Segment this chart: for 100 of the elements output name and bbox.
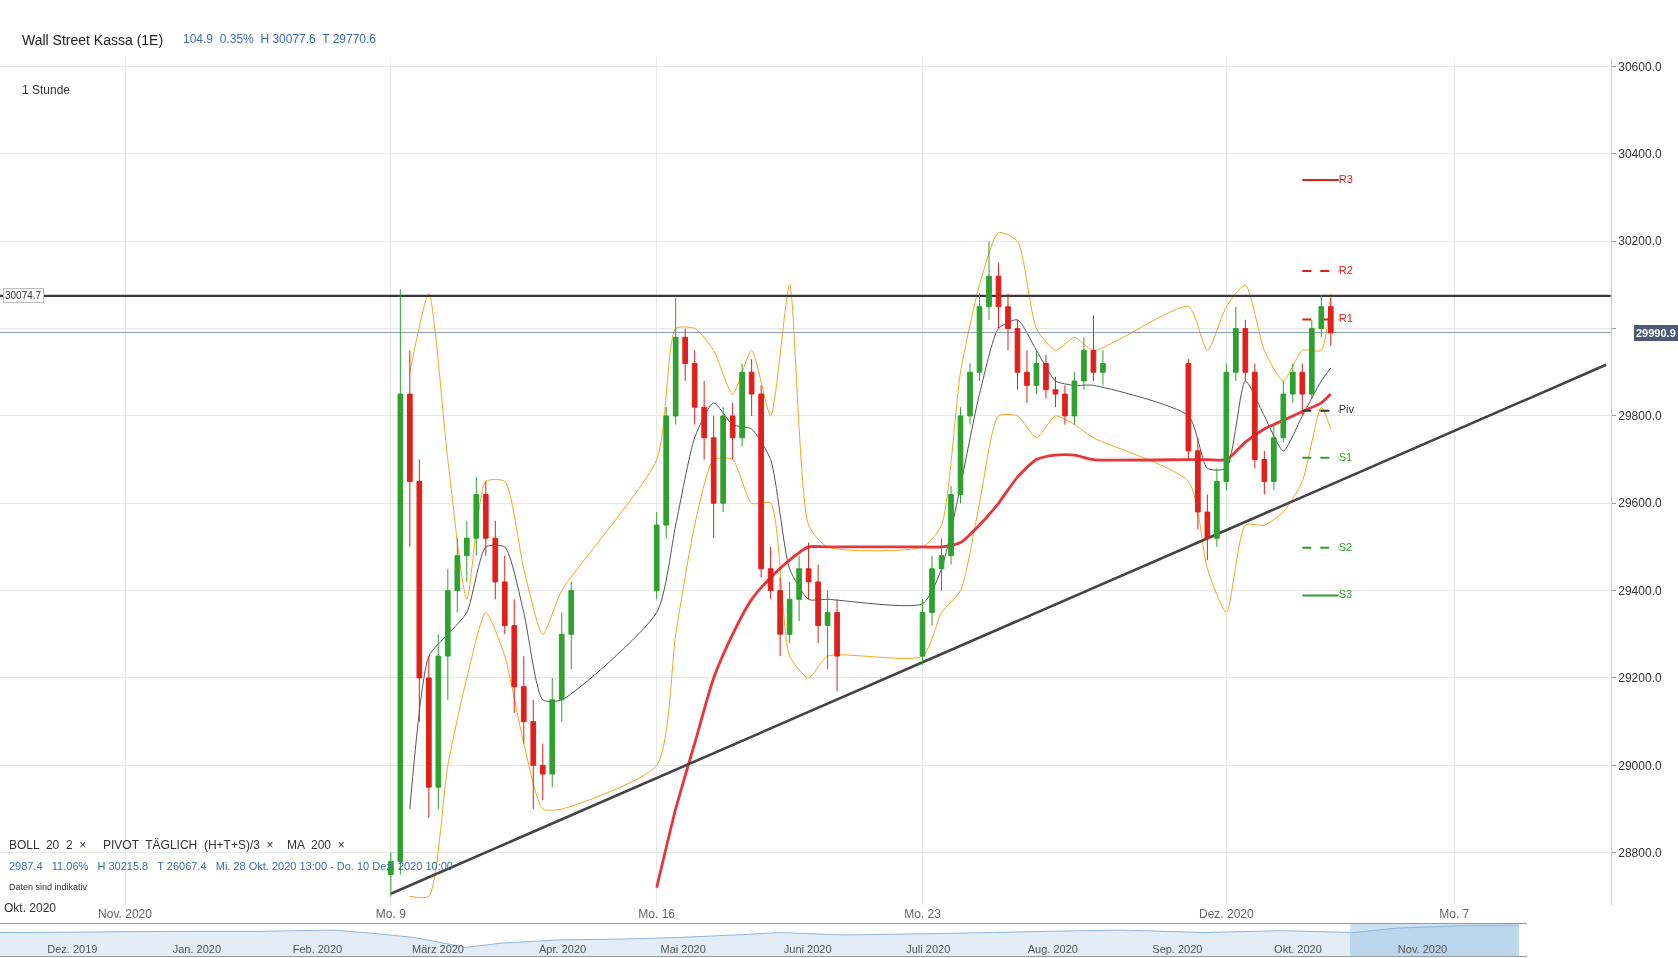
candlestick <box>407 349 413 548</box>
series-label: R2 <box>1338 263 1353 276</box>
ref-line-label: 30074.7 <box>5 290 42 301</box>
y-tick-label: 29000.0 <box>1618 758 1662 773</box>
y-tick-label: 29600.0 <box>1618 496 1662 511</box>
candlestick <box>1299 363 1306 417</box>
candlestick <box>796 555 802 622</box>
candlestick <box>672 297 679 426</box>
candlestick <box>520 655 527 744</box>
candlestick <box>482 480 489 557</box>
candlestick <box>492 520 499 600</box>
annotation: PIVOT TÄGLICH (H+T+S)/3 × <box>103 838 274 852</box>
y-tick-label: 30200.0 <box>1618 234 1662 249</box>
candlestick <box>1195 437 1201 530</box>
candlestick <box>1014 319 1021 391</box>
candlestick <box>539 742 546 801</box>
x-tick-label: Sep. 2020 <box>1152 943 1203 955</box>
candlestick <box>948 485 954 565</box>
candlestick <box>1252 363 1258 469</box>
candlestick <box>739 363 745 447</box>
series-label: R3 <box>1338 172 1353 185</box>
series-label: S3 <box>1338 588 1353 601</box>
candlestick <box>530 699 537 810</box>
candlestick <box>511 598 518 714</box>
candlestick <box>1214 467 1220 548</box>
x-tick-label: Mo. 16 <box>638 907 676 922</box>
candlestick <box>1223 363 1230 491</box>
candlestick <box>473 476 480 557</box>
line-series <box>409 319 1332 810</box>
y-tick-label: 29800.0 <box>1618 409 1662 424</box>
series-label: S1 <box>1338 450 1353 463</box>
candlestick <box>416 459 423 723</box>
candlestick <box>777 577 783 657</box>
x-tick-label: Dez. 2019 <box>47 943 98 955</box>
x-tick-label: März 2020 <box>412 943 464 955</box>
series-label: S2 <box>1338 540 1353 553</box>
candlestick <box>929 555 935 627</box>
x-tick-label: Mo. 7 <box>1439 907 1470 922</box>
x-tick-label: Jan. 2020 <box>172 943 222 955</box>
x-tick-label: Mo. 23 <box>904 907 942 922</box>
y-tick-label: 29200.0 <box>1618 671 1662 686</box>
candlestick <box>1308 319 1315 399</box>
annotation: BOLL 20 2 × <box>9 838 87 852</box>
x-tick-label: Mai 2020 <box>660 943 706 955</box>
x-tick-label: Feb. 2020 <box>292 943 343 955</box>
candlestick <box>957 406 964 504</box>
candlestick <box>1071 371 1078 426</box>
x-tick-label: Aug. 2020 <box>1027 943 1078 955</box>
x-tick-label: Dez. 2020 <box>1199 907 1255 922</box>
y-tick-label: 29400.0 <box>1618 583 1662 598</box>
y-tick-label: 30400.0 <box>1618 147 1662 162</box>
candlestick <box>1033 349 1040 395</box>
candlestick <box>1090 314 1097 382</box>
candlestick <box>691 349 698 426</box>
x-tick-label: Juli 2020 <box>906 943 951 955</box>
candlestick <box>720 406 726 513</box>
x-tick-label: Apr. 2020 <box>539 943 587 955</box>
candlestick <box>549 677 556 788</box>
candlestick <box>682 328 688 382</box>
candlestick <box>1289 363 1296 404</box>
candlestick <box>1204 494 1211 561</box>
candlestick <box>426 655 432 819</box>
x-tick-label: Mo. 9 <box>375 907 407 922</box>
candlestick <box>1100 349 1106 386</box>
candlestick <box>568 581 575 670</box>
candlestick <box>653 511 660 600</box>
annotation: Daten sind indikativ <box>9 882 88 892</box>
ref-line-label: 29990.9 <box>1636 327 1676 339</box>
candlestick <box>1024 349 1030 404</box>
candlestick <box>1052 376 1059 408</box>
candlestick <box>710 415 717 539</box>
y-tick-label: 30600.0 <box>1618 59 1662 74</box>
candlestick <box>701 380 707 461</box>
candlestick <box>1318 294 1325 338</box>
y-tick-label: 28800.0 <box>1618 845 1662 860</box>
candlestick <box>1005 293 1011 351</box>
candlestick <box>1185 358 1192 461</box>
candlestick <box>938 537 945 592</box>
candlestick <box>834 598 840 692</box>
x-tick-label: Nov. 2020 <box>98 907 153 922</box>
candlestick <box>1081 336 1087 391</box>
candlestick <box>805 542 812 600</box>
annotation: 1 Stunde <box>22 83 71 97</box>
candlestick <box>976 293 983 382</box>
candlestick <box>729 402 736 461</box>
candlestick <box>986 240 992 321</box>
x-tick-label: Okt. 2020 <box>1274 943 1322 955</box>
chart-title: Wall Street Kassa (1E) <box>22 32 164 48</box>
chart-subtitle: 104.9 0.35% H 30077.6 T 29770.6 <box>183 32 377 46</box>
candlestick <box>995 262 1002 330</box>
x-tick-label: Juni 2020 <box>783 943 832 955</box>
candlestick <box>919 598 926 666</box>
series-label: Piv <box>1338 403 1355 416</box>
line-series <box>409 231 1332 635</box>
candlestick <box>463 520 470 583</box>
candlestick <box>786 581 793 644</box>
candlestick <box>767 546 774 600</box>
candlestick <box>454 537 461 613</box>
candlestick <box>815 563 821 644</box>
x-tick-label: Nov. 2020 <box>1397 943 1448 955</box>
